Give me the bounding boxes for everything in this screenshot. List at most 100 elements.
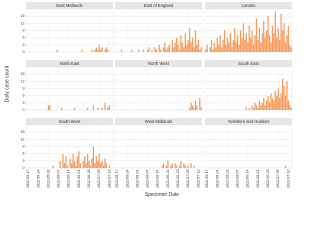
y-tick-label: 15 (21, 14, 25, 18)
bar (94, 163, 96, 168)
bar (222, 40, 224, 52)
facet-title: North East (60, 61, 81, 66)
bar (155, 49, 157, 52)
bar (85, 163, 87, 168)
bar (248, 25, 250, 52)
y-tick-label: 12 (21, 21, 25, 25)
facet-strip (26, 118, 113, 125)
bar (274, 11, 276, 52)
bar (210, 40, 213, 52)
x-tick-label: 2022-07-12 (107, 170, 111, 188)
bar (73, 160, 76, 168)
y-tick-label: 12 (21, 79, 25, 83)
bar (158, 44, 160, 52)
bar (65, 156, 67, 168)
bar (193, 165, 195, 168)
bar (95, 156, 97, 168)
facet-strip (26, 60, 113, 67)
bar (170, 165, 172, 168)
bar (154, 47, 156, 52)
bar (197, 40, 199, 52)
bar (199, 98, 201, 110)
bar (62, 153, 64, 168)
bar (138, 49, 140, 52)
bar (189, 107, 191, 110)
x-tick-label: 2022-07-05 (276, 170, 280, 188)
bar (193, 107, 195, 110)
x-tick-label: 2022-06-14 (67, 170, 71, 188)
y-tick-label: 6 (23, 152, 25, 156)
bar (271, 25, 274, 52)
y-tick-label: 15 (21, 130, 25, 134)
x-tick-label: 2022-05-31 (135, 170, 139, 188)
facet-strip (205, 2, 292, 9)
bar (258, 28, 260, 52)
y-tick-label: 0 (23, 166, 25, 170)
bar (283, 23, 285, 52)
bar (274, 90, 276, 110)
bar (147, 49, 149, 52)
bar (258, 100, 260, 110)
bar (226, 37, 229, 52)
bar (98, 153, 100, 168)
bar (92, 146, 95, 168)
y-tick-label: 0 (23, 108, 25, 112)
bar (281, 30, 284, 52)
bar (257, 107, 259, 110)
bar (151, 49, 153, 52)
bar (290, 107, 292, 110)
x-tick-label: 2022-07-05 (186, 170, 190, 188)
bar (187, 40, 189, 52)
bar (221, 47, 223, 52)
bar (97, 107, 99, 110)
x-tick-label: 2022-06-21 (166, 170, 170, 188)
bar (167, 47, 169, 52)
bar (72, 153, 74, 168)
bar (108, 105, 110, 110)
bar (168, 44, 170, 52)
bar (260, 42, 262, 52)
bar (171, 163, 173, 168)
bar (189, 28, 191, 52)
y-tick-label: 12 (21, 137, 25, 141)
y-tick-label: 0 (23, 50, 25, 54)
facet-title: South East (238, 61, 259, 66)
bar (276, 37, 278, 52)
bar (229, 32, 231, 52)
bar (176, 165, 178, 168)
bar (261, 102, 263, 110)
bar (263, 98, 265, 110)
bar (167, 160, 169, 168)
y-tick-label: 3 (23, 101, 25, 105)
page: {"chart_data":{"type":"bar","y_label":"D… (4, 2, 293, 198)
bar (95, 47, 97, 52)
x-tick-label: 2022-06-21 (77, 170, 81, 188)
bar (270, 93, 272, 110)
facet-strip (26, 2, 113, 9)
bar (191, 37, 194, 52)
bar (266, 100, 268, 110)
x-tick-label: 2022-06-28 (266, 170, 270, 188)
bar (268, 102, 271, 110)
x-tick-label: 2022-06-28 (176, 170, 180, 188)
x-tick-label: 2022-07-12 (286, 170, 290, 188)
bar (228, 42, 230, 52)
bar (231, 47, 233, 52)
facet-strip (115, 60, 202, 67)
bar (94, 49, 96, 52)
bar (287, 100, 289, 110)
bar (161, 165, 163, 168)
bar (234, 28, 236, 52)
bar (100, 49, 102, 52)
bar (219, 35, 221, 52)
bar (190, 102, 192, 110)
bar (107, 107, 109, 110)
bar (91, 158, 93, 168)
facet-title: Yorkshire and Humber (228, 119, 270, 124)
bar (213, 42, 216, 52)
bar (270, 42, 272, 52)
bar (251, 105, 253, 110)
bar (284, 95, 287, 110)
bar (100, 163, 102, 168)
x-tick-label: 2022-05-31 (225, 170, 229, 188)
